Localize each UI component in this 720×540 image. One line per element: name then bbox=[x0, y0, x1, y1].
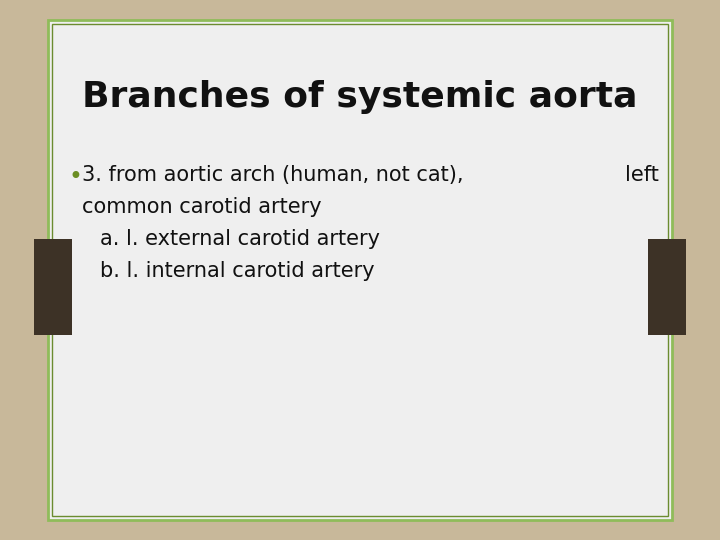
Bar bbox=[48, 20, 672, 520]
Text: •: • bbox=[68, 165, 82, 189]
Text: Branches of systemic aorta: Branches of systemic aorta bbox=[82, 80, 638, 114]
Text: common carotid artery: common carotid artery bbox=[82, 197, 322, 217]
Bar bbox=[648, 239, 686, 335]
Text: 3. from aortic arch (human, not cat),: 3. from aortic arch (human, not cat), bbox=[82, 165, 464, 185]
Text: b. l. internal carotid artery: b. l. internal carotid artery bbox=[100, 261, 374, 281]
Bar bbox=[34, 239, 72, 335]
Text: a. l. external carotid artery: a. l. external carotid artery bbox=[100, 229, 380, 249]
Text: left: left bbox=[625, 165, 659, 185]
Bar bbox=[52, 24, 668, 516]
